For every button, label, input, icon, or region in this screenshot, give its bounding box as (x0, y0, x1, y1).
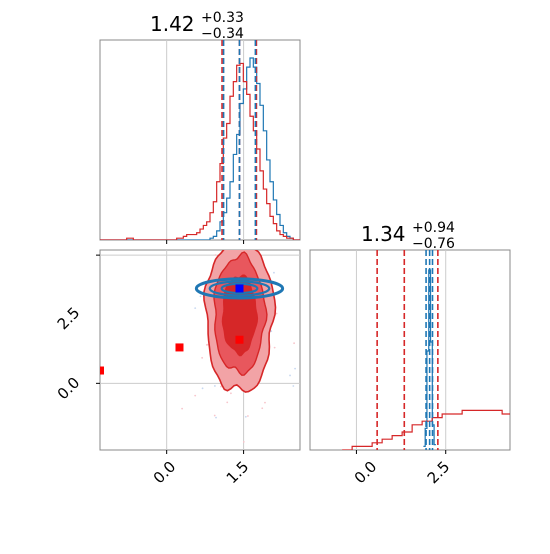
bottom-left-scatter-point (215, 416, 217, 419)
bottom-left-scatter-point (270, 330, 273, 333)
top-left-hist-series-0 (100, 57, 300, 240)
bottom-left-scatter-point (213, 414, 216, 417)
bottom-left-scatter-point (308, 307, 310, 309)
bottom-left-blue-marker (235, 284, 244, 293)
bottom-left-scatter-point (199, 295, 202, 298)
bottom-left-xtick-label-right: 1.5 (223, 458, 253, 488)
bottom-left-blue-contour-2 (220, 282, 259, 295)
bottom-left-scatter-point (230, 392, 232, 395)
bottom-right-xtick-label-right: 2.5 (424, 458, 454, 488)
bottom-left-scatter-point (264, 401, 266, 404)
bottom-left-scatter-point (240, 245, 242, 247)
bottom-right-xtick-label-left: 0.0 (351, 458, 381, 488)
bottom-left-scatter-point (201, 356, 204, 359)
bottom-left-scatter-point (214, 254, 217, 256)
bottom-left-red-marker-6 (140, 502, 148, 510)
bottom-right-hist-red (342, 409, 510, 450)
bottom-right-title-value: 1.34 (361, 222, 406, 246)
panel-bottom-right-frame (309, 249, 511, 451)
bottom-left-scatter-point (181, 407, 184, 410)
panel-bottom-left-contour (96, 230, 316, 510)
bottom-left-scatter-point (244, 415, 247, 418)
bottom-left-scatter-point (289, 374, 291, 377)
bottom-left-scatter-point (194, 394, 197, 397)
bottom-left-scatter-point (194, 307, 197, 310)
bottom-left-scatter-point (293, 342, 295, 345)
top-left-title-minus: −0.34 (201, 26, 244, 42)
panel-bottom-right-histogram (309, 249, 511, 454)
bottom-left-scatter-point (261, 407, 264, 410)
bottom-right-title-plus: +0.94 (412, 220, 455, 236)
bottom-left-xtick-label-left: 0.0 (150, 458, 180, 488)
bottom-left-scatter-point (294, 367, 296, 370)
bottom-left-scatter-point (314, 230, 316, 232)
bottom-left-blue-contour-0 (194, 277, 285, 300)
bottom-left-scatter-point (292, 385, 295, 387)
bottom-left-ytick-label-upper: 2.5 (54, 304, 84, 334)
bottom-left-scatter-point (275, 312, 278, 315)
bottom-left-scatter-point (206, 343, 209, 346)
bottom-right-title-minus: −0.76 (412, 236, 455, 252)
bottom-left-blue-contour-1 (208, 280, 271, 297)
bottom-left-scatter-point (273, 271, 275, 274)
bottom-left-scatter-point (220, 385, 222, 388)
bottom-left-red-marker-1 (175, 343, 184, 352)
bottom-left-scatter-point (247, 415, 249, 417)
bottom-left-scatter-point (242, 440, 245, 443)
top-left-hist-series-1 (100, 62, 300, 240)
bottom-left-red-marker-4 (235, 335, 244, 344)
bottom-left-scatter-point (277, 246, 279, 248)
bottom-left-red-marker-0 (100, 366, 104, 375)
top-left-title-plus: +0.33 (201, 10, 244, 26)
bottom-left-scatter-point (201, 387, 204, 390)
bottom-left-scatter-point (273, 346, 276, 349)
panel-top-left-histogram (99, 39, 301, 244)
bottom-left-scatter-point (214, 385, 216, 387)
bottom-left-ytick-label-lower: 0.0 (54, 374, 84, 404)
top-left-title-value: 1.42 (150, 12, 195, 36)
bottom-left-scatter-point (226, 401, 229, 404)
